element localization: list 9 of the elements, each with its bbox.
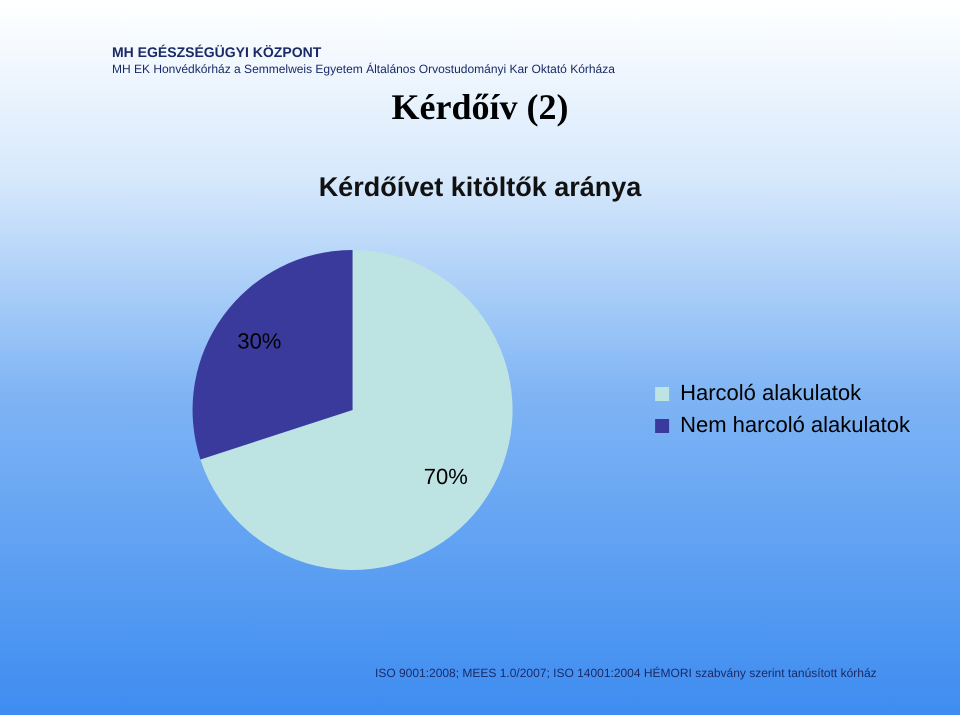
legend-label: Harcoló alakulatok [680, 380, 862, 406]
text: MH EK Honvédkórház a Semmelweis Egyetem Általános Orvostudományi Kar Oktató Kórháza [112, 62, 615, 76]
text: ISO 9001:2008; MEES 1.0/2007; ISO 14001:2004 HÉMORI szabvány szerint tanúsított kórház [375, 666, 877, 680]
data-label: 30% [237, 328, 282, 354]
chart-subtitle: Kérdőívet kitöltők aránya [318, 172, 642, 203]
data-label: 70% [424, 464, 468, 489]
chart-title: Kérdőív (2) [390, 86, 570, 128]
text: MH EGÉSZSÉGÜGYI KÖZPONT [112, 44, 322, 60]
legend-label: Nem harcoló alakulatok [680, 412, 911, 438]
